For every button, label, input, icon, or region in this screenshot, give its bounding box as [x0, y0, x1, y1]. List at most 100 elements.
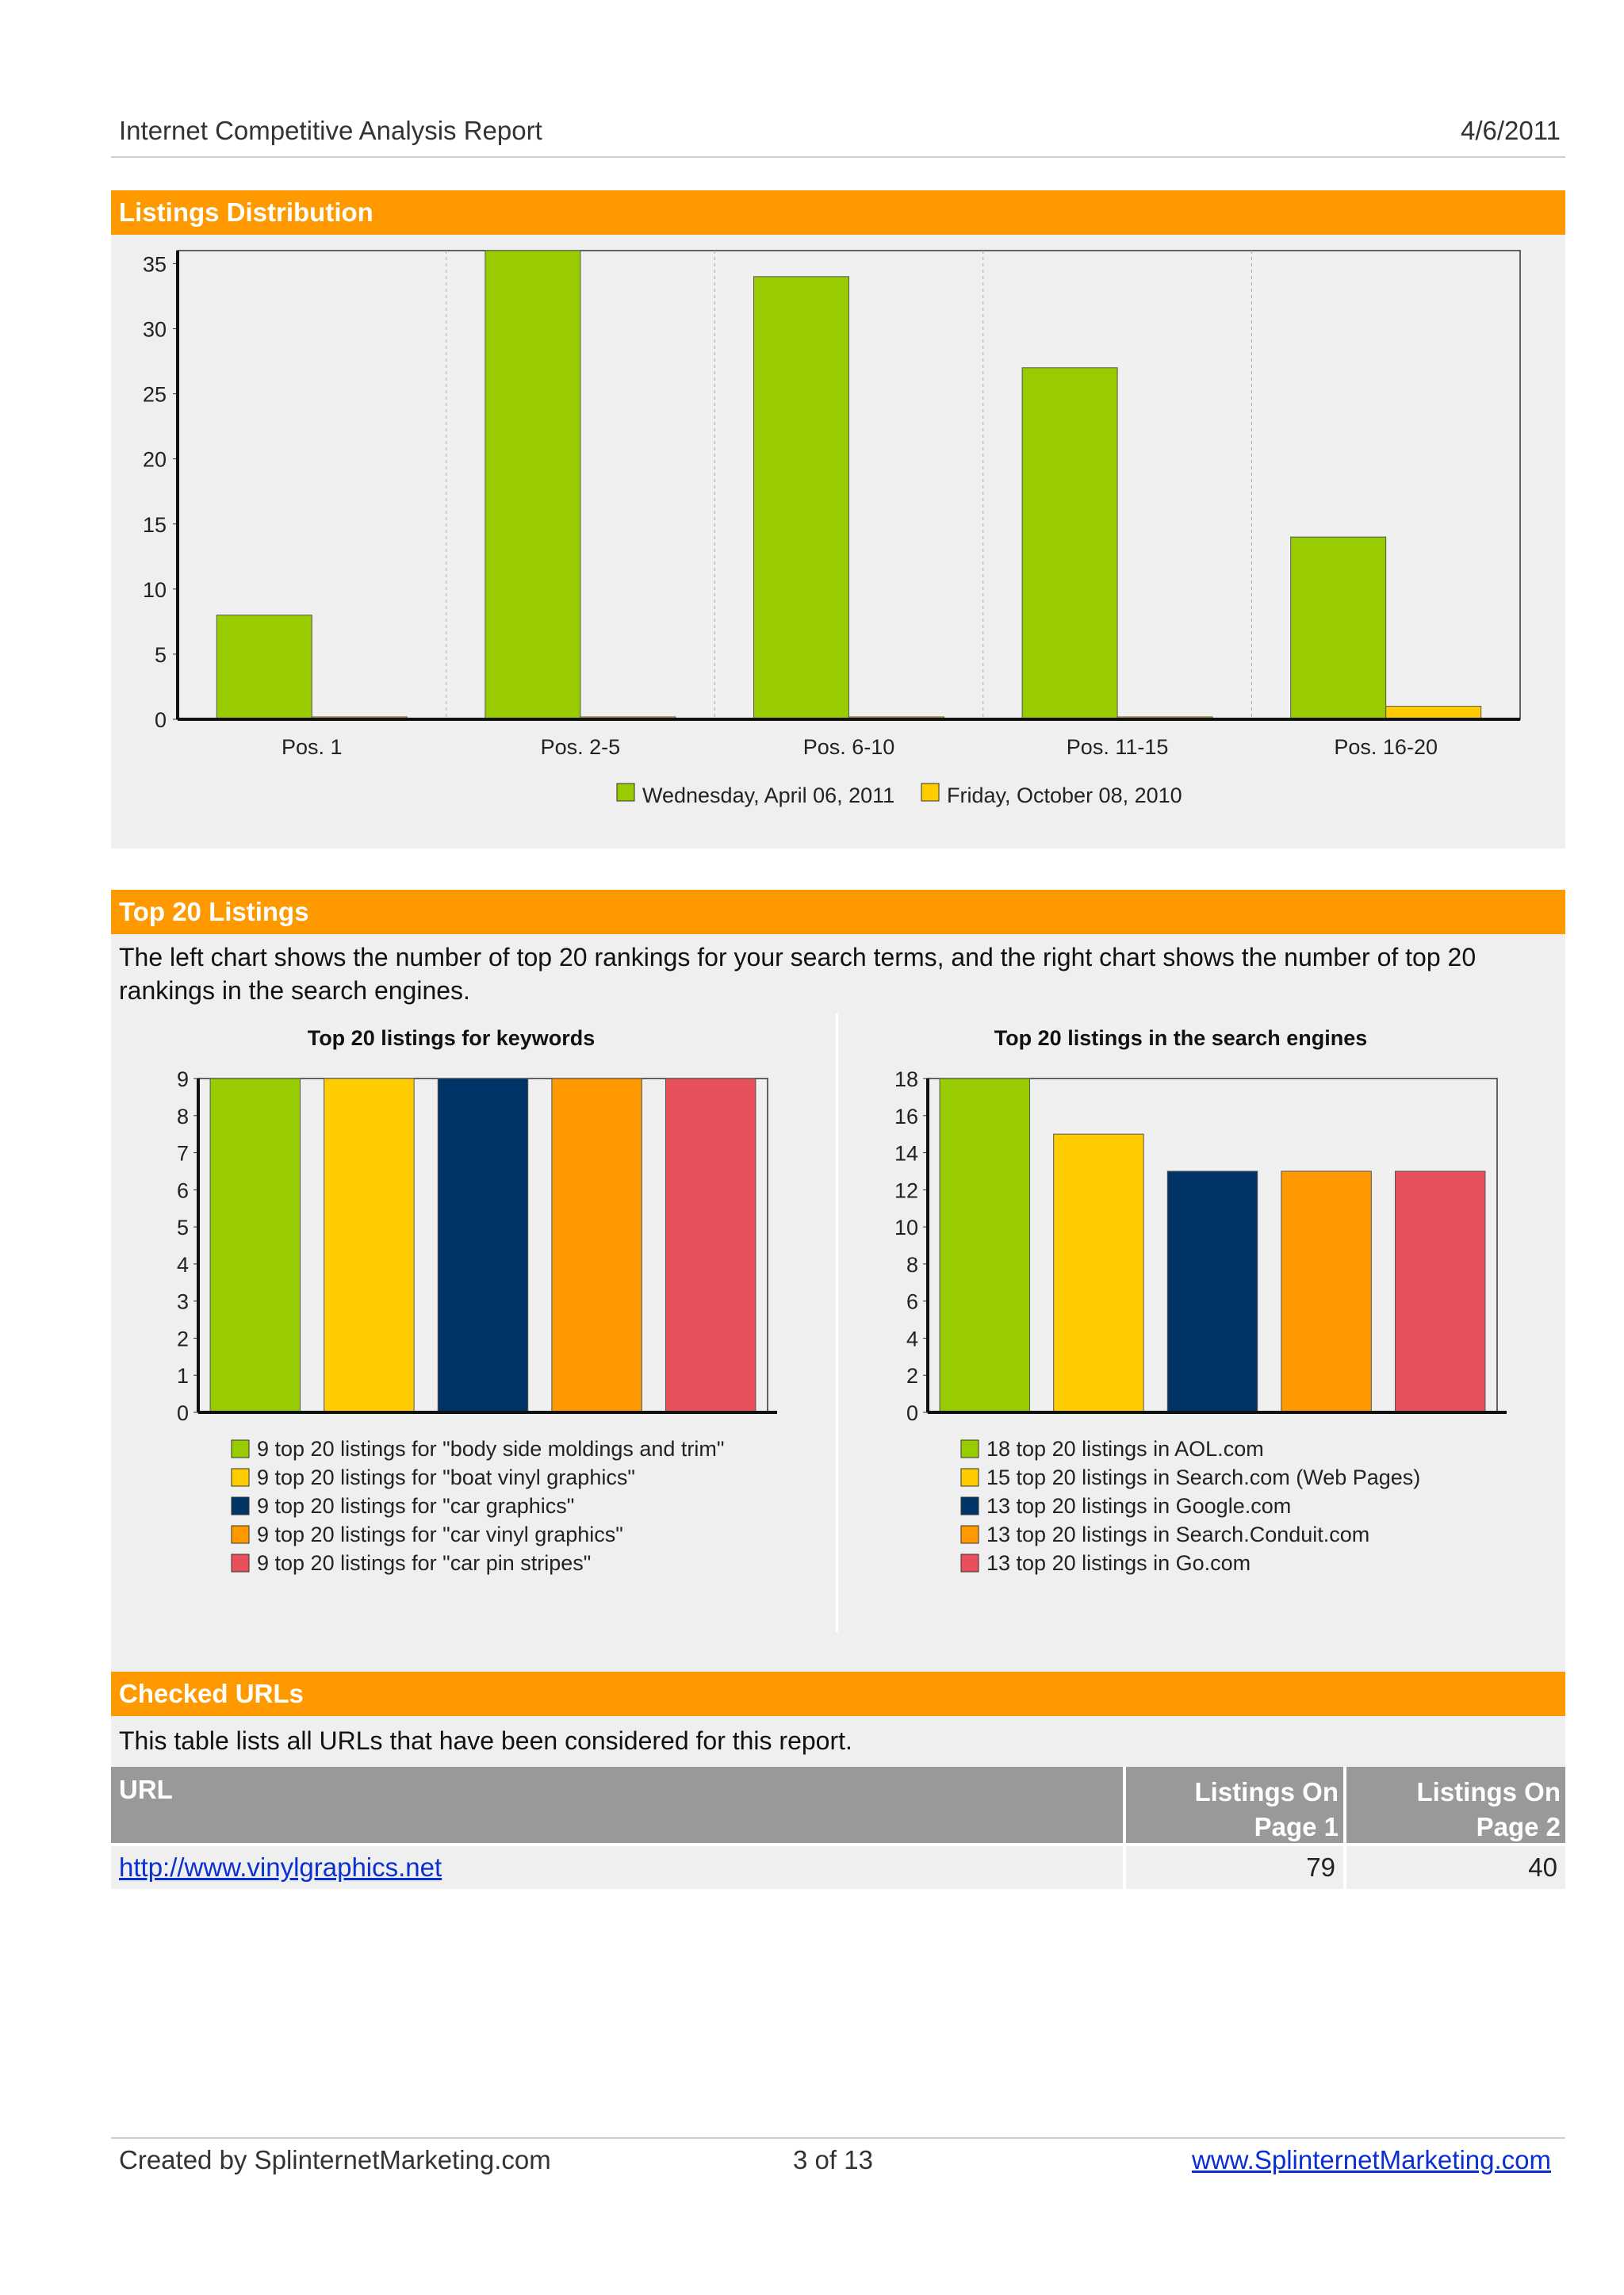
legend-label: 9 top 20 listings for "car graphics": [257, 1494, 574, 1518]
top20-header: Top 20 Listings: [111, 890, 1565, 934]
x-tick-label: Pos. 16-20: [1334, 735, 1438, 759]
checked-urls-description: This table lists all URLs that have been…: [119, 1726, 852, 1755]
listings-distribution-chart: 0 5 10 15 20 25 30 35 Pos. 1 Pos. 2-5 Pos. 6-10 Pos…: [143, 250, 1521, 807]
y-tick-label: 10: [894, 1216, 918, 1239]
legend-label: 18 top 20 listings in AOL.com: [986, 1437, 1264, 1461]
bar-apr-2011: [1021, 367, 1118, 720]
x-tick-label: Pos. 1: [282, 735, 343, 759]
listings-distribution-header: Listings Distribution: [111, 190, 1565, 235]
footer-link-container: www.SplinternetMarketing.com: [1192, 2145, 1551, 2175]
y-tick-label: 4: [177, 1253, 189, 1277]
y-tick-label: 0: [177, 1401, 189, 1425]
chart-title: Top 20 listings in the search engines: [994, 1026, 1368, 1050]
y-tick-label: 6: [177, 1178, 189, 1202]
legend-swatch: [231, 1554, 250, 1573]
bar: [1394, 1170, 1486, 1413]
legend-swatch: [231, 1496, 250, 1515]
checked-urls-panel: [111, 1716, 1565, 1767]
col-header-page1: Listings On Page 1: [1126, 1767, 1343, 1843]
footer-created-by: Created by SplinternetMarketing.com: [119, 2145, 551, 2174]
report-date: 4/6/2011: [1460, 116, 1561, 145]
page2-count: 40: [1346, 1846, 1565, 1889]
legend-label: Wednesday, April 06, 2011: [642, 784, 894, 807]
footer-website-link[interactable]: www.SplinternetMarketing.com: [1191, 2145, 1551, 2174]
bar: [209, 1078, 301, 1413]
col-header-url: URL: [111, 1767, 1123, 1843]
legend-label: 9 top 20 listings for "car vinyl graphic…: [257, 1523, 623, 1546]
y-tick-label: 3: [177, 1290, 189, 1314]
y-tick-label: 15: [143, 513, 167, 537]
checked-urls-header: Checked URLs: [111, 1672, 1565, 1716]
page1-count: 79: [1126, 1846, 1343, 1889]
legend-label: 9 top 20 listings for "body side molding…: [257, 1437, 724, 1461]
legend-swatch: [960, 1525, 979, 1544]
y-tick-label: 6: [906, 1290, 918, 1314]
listings-distribution-panel: 0 5 10 15 20 25 30 35 Pos. 1 Pos. 2-5 Pos. 6-10 Pos…: [111, 235, 1565, 849]
legend-swatch: [921, 783, 940, 802]
legend-swatch: [616, 783, 635, 802]
y-tick-label: 12: [894, 1178, 918, 1202]
legend-label: 13 top 20 listings in Google.com: [986, 1494, 1291, 1518]
footer-divider: [111, 2137, 1565, 2139]
bar: [1053, 1133, 1144, 1413]
footer-page-number: 3 of 13: [793, 2145, 873, 2174]
legend-label: 13 top 20 listings in Search.Conduit.com: [986, 1523, 1369, 1546]
legend-label: 9 top 20 listings for "car pin stripes": [257, 1551, 591, 1575]
legend-label: 15 top 20 listings in Search.com (Web Pa…: [986, 1466, 1420, 1489]
chart-divider: [836, 1013, 838, 1632]
y-tick-label: 16: [894, 1105, 918, 1128]
y-tick-label: 2: [177, 1327, 189, 1351]
bar: [665, 1078, 756, 1413]
legend-swatch: [960, 1554, 979, 1573]
x-tick-label: Pos. 2-5: [541, 735, 621, 759]
y-tick-label: 30: [143, 318, 167, 342]
y-tick-label: 25: [143, 383, 167, 407]
url-link[interactable]: http://www.vinylgraphics.net: [119, 1852, 442, 1882]
col-header-page2: Listings On Page 2: [1346, 1767, 1565, 1843]
legend-label: 13 top 20 listings in Go.com: [986, 1551, 1251, 1575]
y-tick-label: 8: [906, 1253, 918, 1277]
legend-label: Friday, October 08, 2010: [947, 784, 1182, 807]
y-tick-label: 8: [177, 1105, 189, 1128]
bar-apr-2011: [485, 250, 581, 720]
keywords-chart: Top 20 listings for keywords 0 1 2 3 4 5 6 7 8 9 9 …: [177, 1026, 777, 1575]
y-tick-label: 0: [906, 1401, 918, 1425]
report-title: Internet Competitive Analysis Report: [119, 116, 542, 145]
bar-apr-2011: [216, 615, 312, 720]
legend-swatch: [231, 1468, 250, 1487]
chart-title: Top 20 listings for keywords: [308, 1026, 596, 1050]
x-tick-label: Pos. 6-10: [803, 735, 895, 759]
header-divider: [111, 156, 1565, 158]
legend-swatch: [960, 1439, 979, 1458]
bar: [551, 1078, 642, 1413]
top20-description: The left chart shows the number of top 2…: [119, 943, 1477, 1005]
y-tick-label: 20: [143, 448, 167, 472]
bar-apr-2011: [1290, 536, 1387, 720]
y-tick-label: 5: [177, 1216, 189, 1239]
y-tick-label: 14: [894, 1142, 918, 1166]
bar: [939, 1078, 1031, 1413]
y-tick-label: 35: [143, 252, 167, 276]
y-tick-label: 18: [894, 1067, 918, 1091]
y-tick-label: 9: [177, 1067, 189, 1091]
legend-label: 9 top 20 listings for "boat vinyl graphi…: [257, 1466, 635, 1489]
bar: [1281, 1170, 1372, 1413]
search-engines-chart: Top 20 listings in the search engines 0 2 4…: [894, 1026, 1507, 1575]
y-tick-label: 2: [906, 1364, 918, 1388]
y-tick-label: 1: [177, 1364, 189, 1388]
bar-apr-2011: [753, 276, 849, 720]
bar: [437, 1078, 529, 1413]
y-tick-label: 10: [143, 578, 167, 602]
x-tick-label: Pos. 11-15: [1067, 735, 1169, 759]
bar: [1166, 1170, 1258, 1413]
bar-oct-2010: [1385, 706, 1482, 720]
table-row: http://www.vinylgraphics.net: [111, 1846, 1123, 1889]
y-tick-label: 4: [906, 1327, 918, 1351]
legend-swatch: [231, 1525, 250, 1544]
legend-swatch: [960, 1468, 979, 1487]
bar: [324, 1078, 415, 1413]
y-tick-label: 0: [155, 708, 167, 732]
y-tick-label: 7: [177, 1142, 189, 1166]
legend-swatch: [960, 1496, 979, 1515]
y-tick-label: 5: [155, 643, 167, 667]
